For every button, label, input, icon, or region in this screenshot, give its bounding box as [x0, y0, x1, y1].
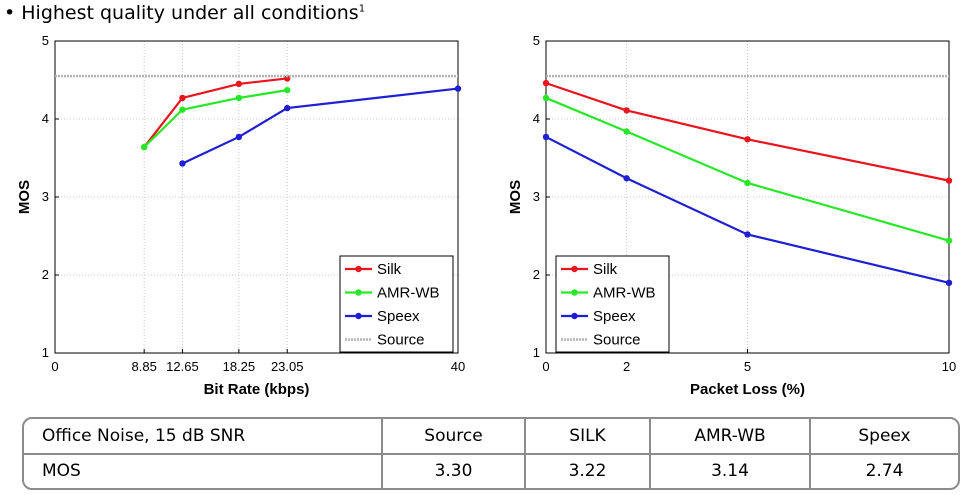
amr-wb-point: [623, 128, 630, 135]
packet-loss-chart: 1 2 3 4 5 0 2 5 10 Packet Loss (%) MOS Silk AMR-WB Sp…: [507, 33, 956, 398]
speex-line: [545, 135, 950, 284]
amr-wb-line: [143, 89, 288, 148]
table-cell: 3.14: [650, 453, 811, 488]
x-tick-label: 8.85: [132, 359, 157, 374]
legend-amr-wb-marker: [571, 289, 578, 296]
speex-point: [179, 160, 186, 167]
speex-point: [284, 104, 291, 112]
silk-line: [545, 82, 950, 182]
silk-point: [542, 79, 550, 87]
y-tick-label: 1: [533, 345, 540, 360]
amr-wb-point: [140, 143, 148, 151]
y-tick-label: 1: [42, 345, 49, 360]
x-tick-label: 10: [942, 359, 956, 374]
amr-wb-point: [542, 94, 550, 102]
x-tick-label: 12.65: [166, 359, 199, 374]
y-tick-label: 5: [533, 33, 540, 48]
table-header-row: Office Noise, 15 dB SNR Source SILK AMR-…: [24, 419, 958, 455]
mos-table: Office Noise, 15 dB SNR Source SILK AMR-…: [22, 417, 960, 490]
y-tick-label: 2: [533, 267, 540, 282]
y-axis-label: MOS: [507, 180, 524, 214]
table-cell: MOS: [24, 453, 383, 488]
y-tick-label: 4: [533, 111, 540, 126]
y-tick-label: 3: [42, 189, 49, 204]
x-tick-label: 40: [451, 359, 465, 374]
table-cell: 2.74: [865, 461, 904, 482]
speex-point: [945, 279, 953, 286]
amr-wb-point: [945, 237, 953, 244]
y-tick-label: 4: [42, 111, 49, 126]
legend-source-label: Source: [593, 332, 641, 349]
table-cell: Source: [382, 419, 526, 455]
table-cell: SILK: [525, 419, 651, 455]
legend-speex-label: Speex: [593, 308, 636, 325]
x-axis-label: Bit Rate (kbps): [204, 381, 310, 398]
x-tick-label: 2: [623, 359, 630, 374]
x-tick-label: 5: [744, 359, 751, 374]
bit-rate-chart: 1 2 3 4 5 0 8.85 12.65 18.25 23.05 40 Bit Rate (kbp…: [16, 33, 465, 398]
table-cell: AMR-WB: [650, 419, 811, 455]
amr-wb-point: [179, 106, 186, 113]
legend-silk-label: Silk: [593, 261, 618, 278]
amr-wb-point: [744, 179, 751, 187]
y-tick-label: 5: [42, 33, 49, 48]
speex-point: [623, 175, 630, 182]
legend-speex-marker: [571, 312, 578, 320]
legend-amr-wb-label: AMR-WB: [593, 285, 656, 302]
legend-silk-label: Silk: [377, 261, 402, 278]
speex-point: [542, 133, 550, 141]
amr-wb-line: [545, 96, 950, 242]
legend-speex-label: Speex: [377, 308, 420, 325]
table-cell: 3.22: [525, 453, 651, 488]
silk-point: [744, 136, 751, 143]
x-axis-label: Packet Loss (%): [690, 381, 805, 398]
x-tick-label: 0: [542, 359, 549, 374]
legend-silk-marker: [571, 265, 578, 273]
table-row: MOS 3.30 3.22 3.14 2.74: [24, 453, 958, 488]
amr-wb-point: [235, 94, 243, 102]
silk-point: [179, 94, 186, 102]
legend-silk-marker: [355, 265, 362, 273]
table-cell: Speex: [810, 419, 958, 455]
table-cell: 3.30: [382, 453, 526, 488]
y-axis-label: MOS: [16, 180, 33, 214]
x-tick-label: 18.25: [223, 359, 256, 374]
legend-source-label: Source: [377, 332, 425, 349]
silk-point: [284, 75, 291, 82]
x-tick-label: 0: [51, 359, 58, 374]
x-tick-label: 23.05: [271, 359, 304, 374]
y-tick-label: 2: [42, 267, 49, 282]
silk-point: [945, 177, 953, 184]
legend-speex-marker: [355, 312, 362, 320]
silk-point: [235, 80, 243, 88]
amr-wb-point: [284, 86, 291, 94]
silk-point: [623, 107, 630, 114]
silk-line: [143, 77, 288, 148]
speex-line: [181, 87, 459, 165]
speex-point: [454, 85, 462, 92]
legend-amr-wb-label: AMR-WB: [377, 285, 440, 302]
speex-point: [744, 231, 751, 238]
legend-amr-wb-marker: [355, 289, 362, 296]
bullet-heading: • Highest quality under all conditions1: [4, 2, 366, 24]
speex-point: [235, 133, 243, 141]
y-tick-label: 3: [533, 189, 540, 204]
table-cell: Office Noise, 15 dB SNR: [24, 419, 383, 455]
